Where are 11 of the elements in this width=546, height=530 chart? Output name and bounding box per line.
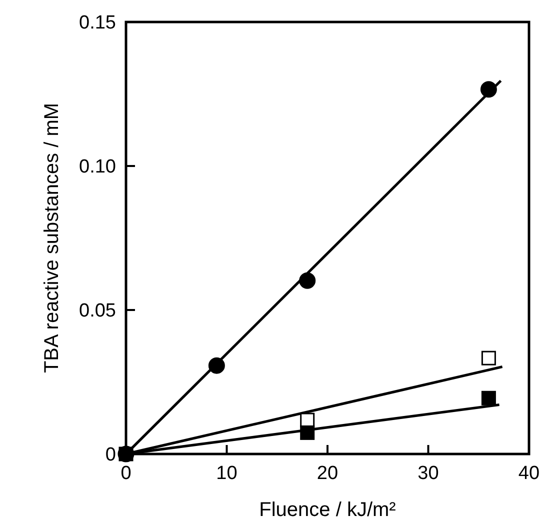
x-tick-label: 0 bbox=[120, 463, 132, 484]
y-axis-title: TBA reactive substances / mM bbox=[41, 102, 63, 374]
y-tick-label: 0.15 bbox=[79, 12, 116, 34]
x-tick-label: 10 bbox=[216, 463, 238, 484]
y-tick-label: 0 bbox=[105, 444, 116, 466]
x-tick-label: 30 bbox=[418, 463, 439, 484]
x-tick-label: 20 bbox=[316, 463, 338, 484]
y-tick-label: 0.10 bbox=[79, 156, 116, 178]
x-tick-label: 40 bbox=[518, 463, 540, 484]
y-tick-label: 0.05 bbox=[79, 300, 116, 322]
x-axis-title: Fluence / kJ/m² bbox=[259, 499, 396, 521]
